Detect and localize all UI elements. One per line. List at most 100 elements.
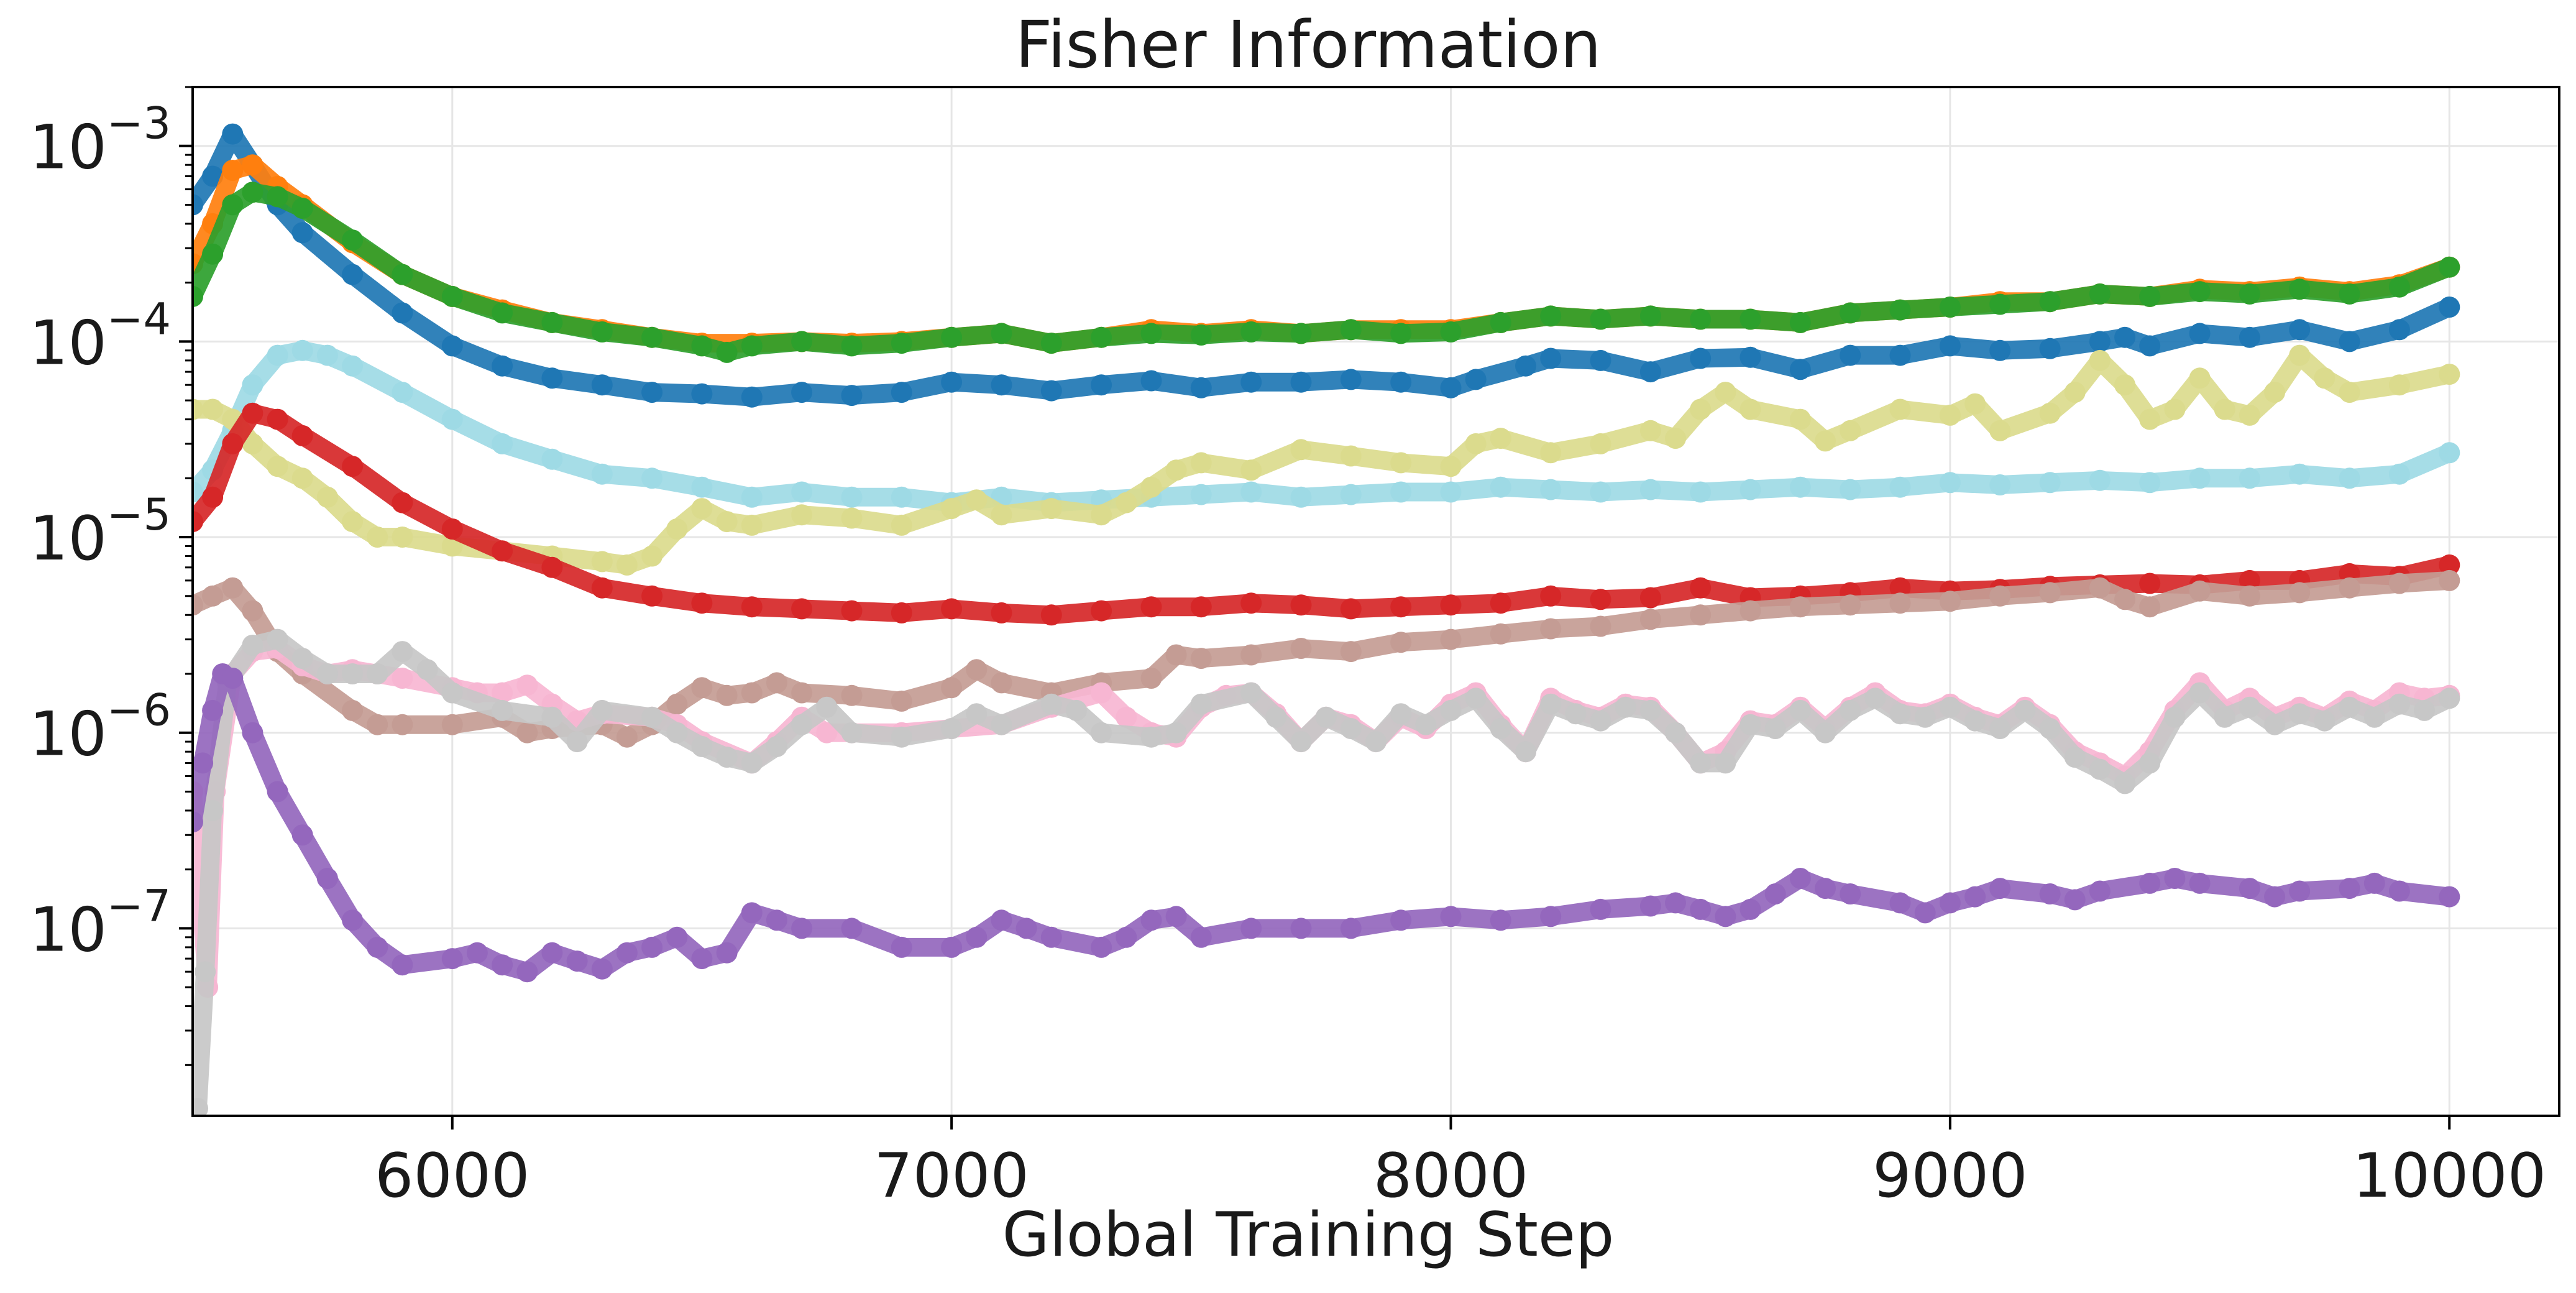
data-point (1140, 909, 1162, 931)
data-point (1340, 319, 1362, 341)
data-point (1015, 918, 1037, 939)
data-point (2189, 281, 2211, 303)
data-point (991, 323, 1012, 344)
data-point (1540, 347, 1562, 369)
data-point (1690, 308, 1712, 330)
data-point (541, 448, 563, 470)
data-point (1390, 323, 1412, 344)
data-point (466, 942, 488, 964)
data-point (222, 668, 244, 689)
data-point (1190, 324, 1212, 346)
data-point (2439, 256, 2460, 278)
data-point (2089, 469, 2111, 491)
data-point (2289, 463, 2311, 485)
data-point (2339, 283, 2360, 305)
data-point (267, 344, 288, 366)
data-point (2314, 710, 2335, 732)
data-point (2039, 402, 2061, 424)
data-point (2339, 577, 2360, 599)
data-point (1815, 878, 1836, 900)
data-point (1440, 377, 1462, 398)
data-point (1540, 585, 1562, 607)
data-point (1840, 883, 1861, 904)
data-point (716, 341, 738, 363)
data-point (1565, 703, 1587, 725)
data-point (941, 498, 963, 520)
data-point (616, 554, 638, 576)
data-point (741, 335, 763, 357)
data-point (2039, 291, 2061, 313)
data-point (1540, 442, 1562, 464)
data-point (2388, 573, 2410, 594)
data-point (267, 186, 288, 208)
data-point (2064, 382, 2086, 403)
data-point (1989, 718, 2011, 739)
data-point (591, 551, 613, 573)
data-point (1390, 452, 1412, 474)
data-point (591, 374, 613, 396)
data-point (342, 456, 364, 477)
data-point (2139, 573, 2161, 594)
data-point (1140, 668, 1162, 689)
data-point (2089, 283, 2111, 305)
data-point (1889, 299, 1911, 321)
data-point (316, 868, 338, 889)
data-point (222, 123, 244, 145)
data-point (1639, 420, 1661, 441)
data-point (1964, 393, 1986, 415)
data-point (1815, 430, 1836, 452)
data-point (1789, 359, 1811, 380)
data-point (616, 726, 638, 748)
data-point (202, 585, 224, 607)
data-point (1939, 472, 1961, 494)
data-point (1440, 594, 1462, 616)
data-point (1440, 456, 1462, 477)
data-point (716, 511, 738, 533)
data-point (1140, 596, 1162, 618)
data-point (1615, 696, 1636, 718)
data-point (1190, 648, 1212, 670)
data-point (195, 961, 216, 983)
data-point (891, 690, 912, 712)
data-point (516, 674, 538, 696)
data-point (242, 402, 264, 424)
data-point (791, 504, 813, 526)
data-point (2089, 577, 2111, 599)
data-point (2139, 596, 2161, 618)
data-point (1490, 718, 1511, 739)
data-point (193, 752, 214, 774)
data-point (1590, 481, 1611, 503)
data-point (1889, 703, 1911, 725)
data-point (193, 285, 203, 307)
series-line-1 (193, 124, 2459, 407)
data-point (2189, 580, 2211, 602)
data-point (691, 383, 713, 405)
data-point (2189, 682, 2211, 704)
data-point (267, 408, 288, 430)
data-point (2239, 585, 2260, 607)
data-point (966, 489, 988, 511)
data-point (2114, 773, 2136, 794)
data-point (991, 374, 1012, 396)
data-point (492, 355, 513, 377)
data-point (1165, 722, 1187, 743)
data-point (566, 731, 588, 753)
data-point (691, 592, 713, 614)
data-point (193, 194, 203, 216)
data-point (342, 264, 364, 285)
data-point (2314, 367, 2335, 389)
data-point (1265, 706, 1287, 728)
data-point (1789, 311, 1811, 333)
data-point (1490, 311, 1511, 333)
y-tick-label: 10−4 (29, 293, 171, 379)
data-point (193, 1098, 208, 1116)
data-point (2339, 878, 2360, 900)
data-point (2089, 331, 2111, 352)
data-point (1639, 587, 1661, 609)
data-point (1690, 898, 1712, 920)
data-point (2439, 554, 2460, 576)
data-point (591, 958, 613, 980)
data-point (741, 596, 763, 618)
data-point (1390, 481, 1412, 503)
